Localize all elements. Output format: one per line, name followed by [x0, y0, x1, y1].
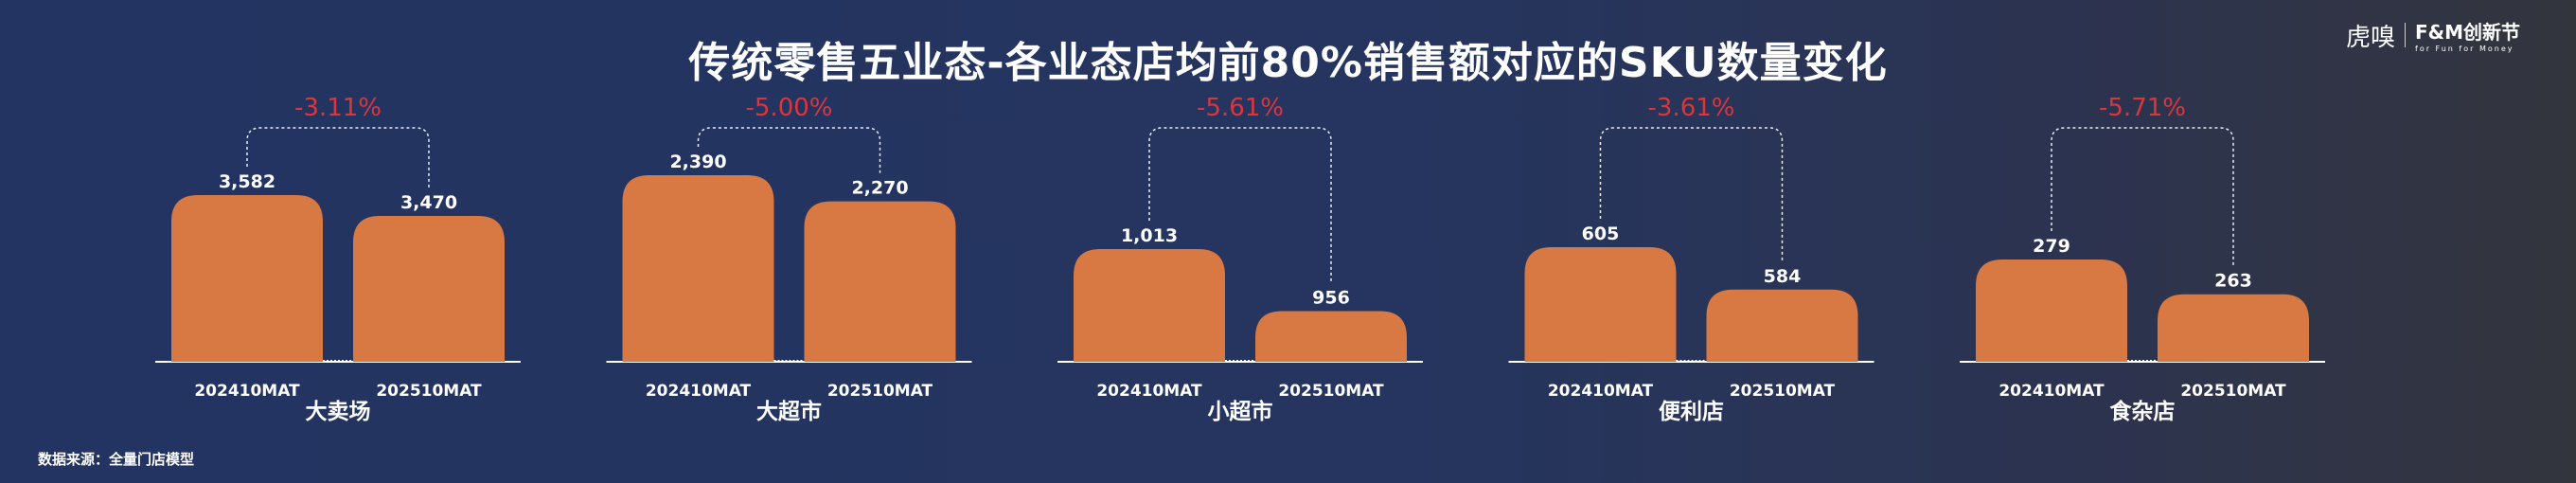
huxiu-logo: 虎嗅	[2346, 23, 2396, 52]
value-label: 2,270	[851, 178, 908, 199]
value-label: 3,470	[400, 192, 457, 213]
change-label: -5.61%	[1197, 94, 1284, 122]
change-bracket	[1599, 127, 1784, 261]
bar	[1706, 289, 1858, 362]
category-label: 202410MAT	[646, 382, 752, 401]
fm-logo-text: F&M创新节	[2415, 21, 2521, 44]
group-label: 便利店	[1659, 400, 1724, 424]
group-label: 大卖场	[306, 400, 371, 424]
chart-title: 传统零售五业态-各业态店均前80%销售额对应的SKU数量变化	[688, 39, 1888, 87]
logo: 虎嗅 F&M创新节 for Fun for Money	[2346, 17, 2520, 53]
category-label: 202410MAT	[1999, 382, 2105, 401]
bar	[804, 201, 956, 362]
change-bracket	[246, 127, 430, 188]
category-label: 202510MAT	[2180, 382, 2286, 401]
bar	[1255, 311, 1407, 362]
category-label: 202510MAT	[1278, 382, 1384, 401]
fm-logo: F&M创新节 for Fun for Money	[2415, 17, 2520, 53]
value-label: 605	[1582, 224, 1620, 244]
change-bracket	[697, 127, 881, 173]
category-label: 202510MAT	[827, 382, 933, 401]
bar	[2158, 294, 2309, 362]
logo-divider	[2405, 23, 2407, 47]
change-label: -5.00%	[746, 94, 833, 122]
bar	[1524, 247, 1677, 362]
category-label: 202410MAT	[194, 382, 300, 401]
value-label: 1,013	[1121, 225, 1178, 246]
change-label: -3.11%	[294, 94, 382, 122]
category-label: 202510MAT	[1730, 382, 1836, 401]
group-label: 小超市	[1208, 399, 1273, 424]
value-label: 956	[1312, 287, 1350, 308]
change-bracket	[1148, 127, 1332, 283]
value-label: 3,582	[219, 171, 275, 192]
change-label: -5.71%	[2099, 94, 2186, 122]
value-label: 2,390	[669, 152, 726, 172]
category-label: 202410MAT	[1096, 382, 1202, 401]
fm-logo-tagline: for Fun for Money	[2415, 45, 2514, 53]
change-bracket	[2051, 127, 2234, 266]
bar	[353, 216, 505, 362]
group-label: 食杂店	[2110, 399, 2176, 424]
category-label: 202510MAT	[376, 382, 482, 401]
bar	[622, 175, 774, 362]
value-label: 584	[1764, 266, 1802, 287]
bar	[1074, 249, 1225, 362]
category-label: 202410MAT	[1548, 382, 1654, 401]
bar	[1976, 259, 2127, 362]
data-source: 数据来源：全量门店模型	[38, 451, 195, 468]
bar	[171, 195, 323, 362]
change-label: -3.61%	[1648, 94, 1735, 122]
value-label: 263	[2214, 271, 2252, 292]
value-label: 279	[2033, 236, 2070, 257]
group-label: 大超市	[756, 399, 822, 424]
